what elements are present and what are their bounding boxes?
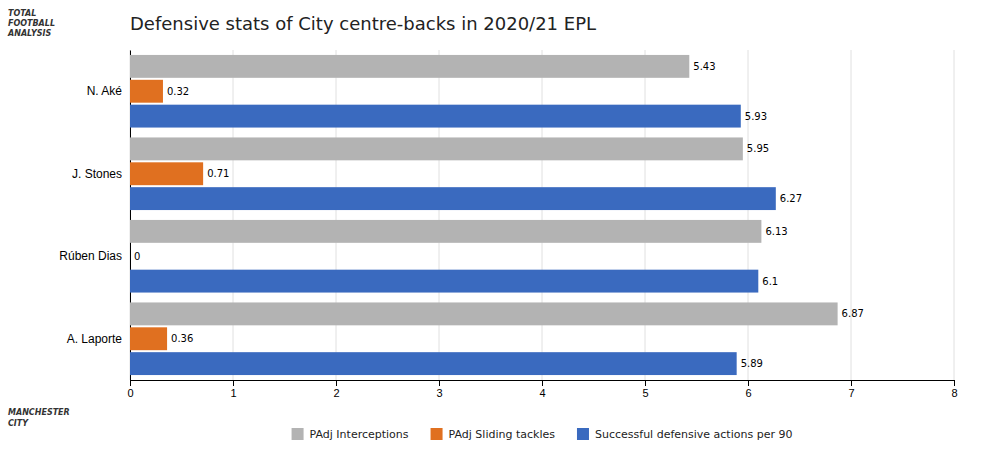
legend-label: PAdj Interceptions <box>310 428 409 441</box>
y-tick: A. Laporte <box>67 332 130 346</box>
legend-item: PAdj Sliding tackles <box>431 428 556 441</box>
grid-line <box>233 50 234 380</box>
data-label: 5.95 <box>747 143 769 154</box>
y-tick-label: J. Stones <box>72 167 122 181</box>
bar <box>130 187 776 210</box>
annotation: CITY <box>8 419 29 428</box>
grid-line <box>851 50 852 380</box>
data-label: 0.32 <box>167 86 189 97</box>
legend-item: Successful defensive actions per 90 <box>577 428 792 441</box>
bar <box>130 137 743 160</box>
x-tick: 4 <box>539 380 545 399</box>
bar <box>130 327 167 350</box>
annotation: MANCHESTER <box>8 408 70 417</box>
data-label: 0 <box>134 251 140 262</box>
data-label: 6.1 <box>762 276 778 287</box>
annotation: TOTAL <box>8 9 36 18</box>
x-tick: 8 <box>951 380 957 399</box>
grid-line <box>748 50 749 380</box>
x-tick-mark <box>233 380 234 386</box>
y-tick: J. Stones <box>72 167 130 181</box>
bar <box>130 162 203 185</box>
x-tick: 3 <box>436 380 442 399</box>
bar <box>130 105 741 128</box>
x-tick-label: 6 <box>745 387 751 399</box>
y-tick-label: N. Aké <box>87 84 123 98</box>
x-tick-mark <box>130 380 131 386</box>
bar <box>130 302 838 325</box>
series <box>130 105 776 375</box>
y-tick-label: Rúben Dias <box>59 249 122 263</box>
x-tick-mark <box>748 380 749 386</box>
annotation: FOOTBALL <box>8 19 55 28</box>
data-label: 6.27 <box>780 193 802 204</box>
bar <box>130 352 737 375</box>
data-labels: 6.87 6.13 5.95 5.43 0.36 0 0.71 0.32 5.89 6.1 6.27… <box>134 61 864 369</box>
x-tick-mark <box>851 380 852 386</box>
data-label: 0.36 <box>171 333 193 344</box>
legend-swatch <box>431 428 443 440</box>
title: Defensive stats of City centre-backs in … <box>130 13 596 34</box>
series <box>130 55 838 325</box>
legend-label: Successful defensive actions per 90 <box>595 428 792 441</box>
x-tick-label: 2 <box>333 387 339 399</box>
grid-line <box>439 50 440 380</box>
x-tick-mark <box>336 380 337 386</box>
legend-swatch <box>577 428 589 440</box>
grid-line <box>542 50 543 380</box>
bars <box>130 55 838 375</box>
plot: 0 1 2 3 4 5 6 7 8 A. Laporte Rúben Dias J. Stones N.… <box>59 50 957 399</box>
y-axis: A. Laporte Rúben Dias J. Stones N. Aké <box>59 51 130 381</box>
data-label: 5.93 <box>745 111 767 122</box>
x-tick-label: 8 <box>951 387 957 399</box>
data-label: 6.87 <box>842 308 864 319</box>
x-tick-mark <box>439 380 440 386</box>
bar <box>130 220 761 243</box>
data-label: 0.71 <box>207 168 229 179</box>
grid-line <box>954 50 955 380</box>
x-tick: 7 <box>848 380 854 399</box>
data-label: 5.43 <box>693 61 715 72</box>
x-tick: 6 <box>745 380 751 399</box>
x-tick-mark <box>542 380 543 386</box>
x-tick-label: 5 <box>642 387 648 399</box>
x-tick: 2 <box>333 380 339 399</box>
x-axis: 0 1 2 3 4 5 6 7 8 <box>127 380 957 399</box>
annotation: ANALYSIS <box>7 29 51 38</box>
x-tick-mark <box>954 380 955 386</box>
legend-item: PAdj Interceptions <box>292 428 409 441</box>
bar <box>130 55 689 78</box>
x-tick-mark <box>645 380 646 386</box>
x-tick: 0 <box>127 380 133 399</box>
legend: PAdj Interceptions PAdj Sliding tackles Su… <box>292 428 793 441</box>
data-label: 6.13 <box>765 226 787 237</box>
annotations: TOTALFOOTBALLANALYSIS MANCHESTER CITY <box>7 9 70 428</box>
y-tick-label: A. Laporte <box>67 332 123 346</box>
data-label: 5.89 <box>741 358 763 369</box>
x-tick: 1 <box>230 380 236 399</box>
x-axis-line <box>131 381 955 387</box>
y-tick: Rúben Dias <box>59 249 130 263</box>
x-tick: 5 <box>642 380 648 399</box>
legend-swatch <box>292 428 304 440</box>
bar <box>130 80 163 103</box>
x-tick-label: 7 <box>848 387 854 399</box>
grid-line <box>336 50 337 380</box>
x-tick-label: 3 <box>436 387 442 399</box>
x-tick-label: 4 <box>539 387 545 399</box>
bar <box>130 245 131 268</box>
chart: 0 1 2 3 4 5 6 7 8 A. Laporte Rúben Dias J. Stones N.… <box>0 0 994 455</box>
x-tick-label: 0 <box>127 387 133 399</box>
y-tick: N. Aké <box>87 84 130 98</box>
legend-label: PAdj Sliding tackles <box>449 428 556 441</box>
bar <box>130 270 758 293</box>
grid-line <box>645 50 646 380</box>
x-tick-label: 1 <box>230 387 236 399</box>
grid <box>130 50 954 380</box>
